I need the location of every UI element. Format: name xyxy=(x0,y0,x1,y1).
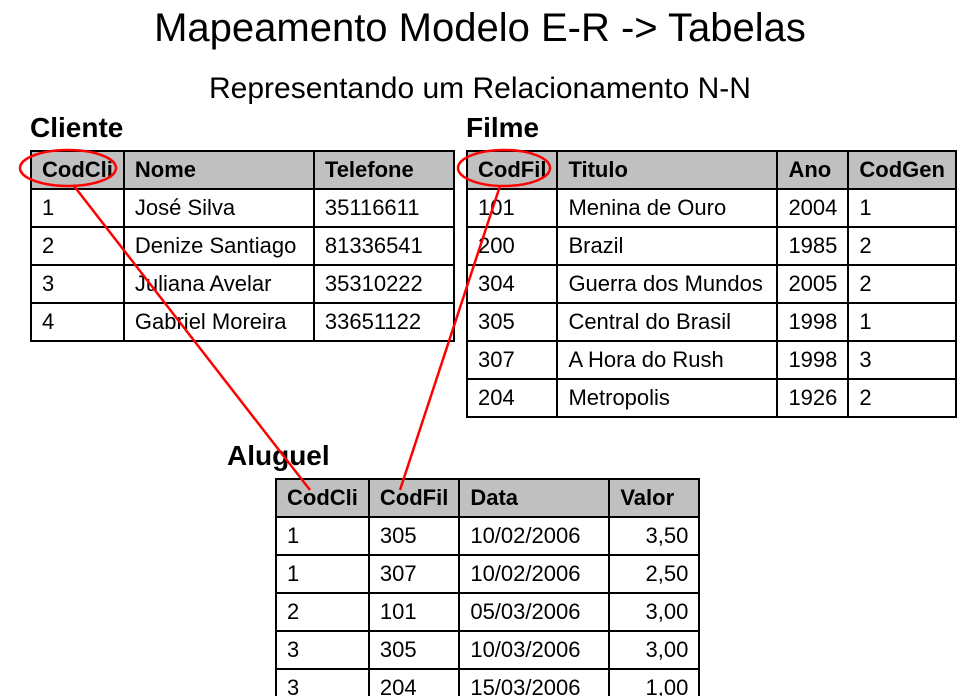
col-header: CodGen xyxy=(848,151,956,189)
cell: 1 xyxy=(31,189,124,227)
cell: 101 xyxy=(467,189,557,227)
cell: 1 xyxy=(848,303,956,341)
filme-label: Filme xyxy=(466,112,539,144)
cell: 305 xyxy=(369,517,459,555)
cell: Metropolis xyxy=(557,379,777,417)
cell: 2 xyxy=(276,593,369,631)
cell: Central do Brasil xyxy=(557,303,777,341)
cell: Menina de Ouro xyxy=(557,189,777,227)
slide-subtitle: Representando um Relacionamento N-N xyxy=(0,72,960,106)
table-row: 130710/02/20062,50 xyxy=(276,555,699,593)
table-row: 2Denize Santiago81336541 xyxy=(31,227,454,265)
cliente-table: CodCli Nome Telefone 1José Silva35116611… xyxy=(30,150,455,342)
cell: 305 xyxy=(467,303,557,341)
col-header: Nome xyxy=(124,151,314,189)
table-row: 200Brazil19852 xyxy=(467,227,956,265)
cell: 3 xyxy=(31,265,124,303)
col-header: Telefone xyxy=(314,151,454,189)
cell: 35310222 xyxy=(314,265,454,303)
cell: 1,00 xyxy=(609,669,699,696)
table-header-row: CodFil Titulo Ano CodGen xyxy=(467,151,956,189)
table-row: 130510/02/20063,50 xyxy=(276,517,699,555)
cell: 10/03/2006 xyxy=(459,631,609,669)
cell: Juliana Avelar xyxy=(124,265,314,303)
table-row: 304Guerra dos Mundos20052 xyxy=(467,265,956,303)
table-row: 305Central do Brasil19981 xyxy=(467,303,956,341)
table-header-row: CodCli CodFil Data Valor xyxy=(276,479,699,517)
col-header: CodFil xyxy=(369,479,459,517)
table-row: 307A Hora do Rush19983 xyxy=(467,341,956,379)
table-row: 101Menina de Ouro20041 xyxy=(467,189,956,227)
table-row: 330510/03/20063,00 xyxy=(276,631,699,669)
slide-title: Mapeamento Modelo E-R -> Tabelas xyxy=(0,6,960,51)
table-row: 204Metropolis19262 xyxy=(467,379,956,417)
cell: 3 xyxy=(276,669,369,696)
cell: 304 xyxy=(467,265,557,303)
table-row: 320415/03/20061,00 xyxy=(276,669,699,696)
col-header: CodCli xyxy=(31,151,124,189)
cell: 2 xyxy=(31,227,124,265)
col-header: Data xyxy=(459,479,609,517)
cell: 1998 xyxy=(777,303,848,341)
cell: 15/03/2006 xyxy=(459,669,609,696)
filme-table: CodFil Titulo Ano CodGen 101Menina de Ou… xyxy=(466,150,957,418)
cell: 200 xyxy=(467,227,557,265)
col-header: Ano xyxy=(777,151,848,189)
aluguel-label: Aluguel xyxy=(227,440,330,472)
table-row: 1José Silva35116611 xyxy=(31,189,454,227)
col-header: Titulo xyxy=(557,151,777,189)
cell: 3,00 xyxy=(609,593,699,631)
cell: 3,00 xyxy=(609,631,699,669)
table-row: 210105/03/20063,00 xyxy=(276,593,699,631)
col-header: Valor xyxy=(609,479,699,517)
cell: 10/02/2006 xyxy=(459,555,609,593)
slide: Mapeamento Modelo E-R -> Tabelas Represe… xyxy=(0,0,960,696)
cell: 101 xyxy=(369,593,459,631)
cliente-label: Cliente xyxy=(30,112,123,144)
cell: 1985 xyxy=(777,227,848,265)
cell: Denize Santiago xyxy=(124,227,314,265)
cell: 1 xyxy=(276,517,369,555)
cell: 2 xyxy=(848,265,956,303)
cell: Brazil xyxy=(557,227,777,265)
cell: 10/02/2006 xyxy=(459,517,609,555)
cell: 2005 xyxy=(777,265,848,303)
cell: José Silva xyxy=(124,189,314,227)
col-header: CodFil xyxy=(467,151,557,189)
cell: 81336541 xyxy=(314,227,454,265)
aluguel-table: CodCli CodFil Data Valor 130510/02/20063… xyxy=(275,478,700,696)
cell: 4 xyxy=(31,303,124,341)
cell: 2 xyxy=(848,379,956,417)
cell: 305 xyxy=(369,631,459,669)
cell: 05/03/2006 xyxy=(459,593,609,631)
cell: 204 xyxy=(467,379,557,417)
cell: 307 xyxy=(369,555,459,593)
cell: 2 xyxy=(848,227,956,265)
cell: Guerra dos Mundos xyxy=(557,265,777,303)
cell: 204 xyxy=(369,669,459,696)
col-header: CodCli xyxy=(276,479,369,517)
table-header-row: CodCli Nome Telefone xyxy=(31,151,454,189)
cell: 1 xyxy=(276,555,369,593)
cell: 1926 xyxy=(777,379,848,417)
table-row: 4Gabriel Moreira33651122 xyxy=(31,303,454,341)
cell: 2,50 xyxy=(609,555,699,593)
cell: Gabriel Moreira xyxy=(124,303,314,341)
cell: 307 xyxy=(467,341,557,379)
cell: 2004 xyxy=(777,189,848,227)
cell: 1 xyxy=(848,189,956,227)
cell: 1998 xyxy=(777,341,848,379)
cell: 3 xyxy=(276,631,369,669)
cell: 3,50 xyxy=(609,517,699,555)
cell: 35116611 xyxy=(314,189,454,227)
cell: 33651122 xyxy=(314,303,454,341)
table-row: 3Juliana Avelar35310222 xyxy=(31,265,454,303)
cell: A Hora do Rush xyxy=(557,341,777,379)
cell: 3 xyxy=(848,341,956,379)
